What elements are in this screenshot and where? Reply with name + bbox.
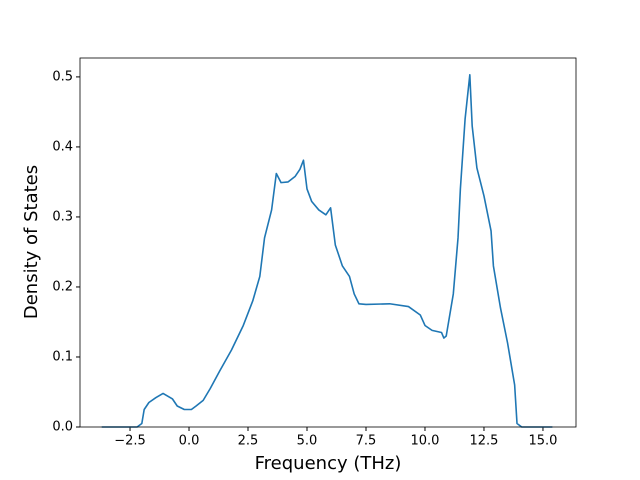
x-tick-label: −2.5 [114,434,146,449]
y-tick-label: 0.4 [52,139,73,154]
x-tick-label: 15.0 [528,434,557,449]
x-tick-label: 5.0 [297,434,318,449]
y-tick-label: 0.3 [52,209,73,224]
y-tick-label: 0.2 [52,279,73,294]
y-tick-label: 0.0 [52,420,73,435]
x-tick-label: 7.5 [356,434,377,449]
x-tick-label: 2.5 [238,434,259,449]
x-tick-label: 0.0 [179,434,200,449]
y-axis-label: Density of States [21,165,42,319]
data-line [101,74,553,428]
x-axis-label: Frequency (THz) [255,453,402,474]
y-tick-label: 0.5 [52,69,73,84]
plot-frame [79,57,577,428]
x-tick-label: 10.0 [411,434,440,449]
y-tick-label: 0.1 [52,349,73,364]
x-tick-label: 12.5 [469,434,498,449]
